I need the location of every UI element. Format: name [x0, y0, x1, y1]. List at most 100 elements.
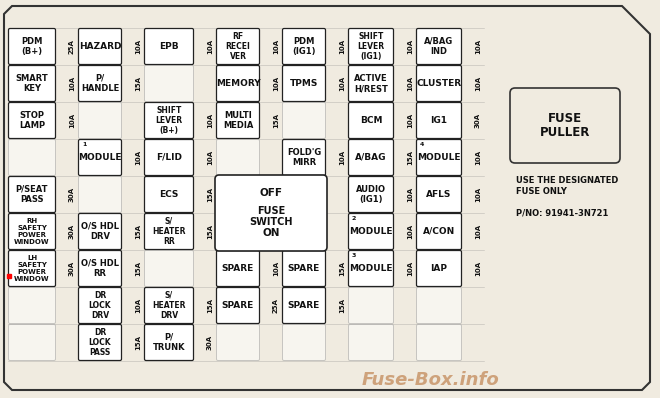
- FancyBboxPatch shape: [79, 250, 121, 287]
- Text: 3: 3: [352, 253, 356, 258]
- Text: 15A: 15A: [339, 261, 345, 276]
- Text: LH
SAFETY
POWER
WINDOW: LH SAFETY POWER WINDOW: [14, 256, 49, 282]
- FancyBboxPatch shape: [9, 250, 55, 287]
- Text: 15A: 15A: [207, 224, 213, 239]
- FancyBboxPatch shape: [79, 140, 121, 176]
- Text: BCM: BCM: [360, 116, 382, 125]
- FancyBboxPatch shape: [79, 287, 121, 324]
- Text: TPMS: TPMS: [290, 79, 318, 88]
- FancyBboxPatch shape: [9, 213, 55, 250]
- Text: P/
TRUNK: P/ TRUNK: [152, 333, 185, 352]
- Text: 25A: 25A: [69, 39, 75, 54]
- Text: EPB: EPB: [159, 42, 179, 51]
- Text: 10A: 10A: [273, 76, 279, 91]
- FancyBboxPatch shape: [282, 324, 325, 361]
- Text: 10A: 10A: [475, 39, 481, 54]
- FancyBboxPatch shape: [145, 287, 193, 324]
- Text: SPARE: SPARE: [222, 301, 254, 310]
- Text: MODULE: MODULE: [417, 153, 461, 162]
- Text: 10A: 10A: [69, 76, 75, 91]
- Text: FOLD'G
MIRR: FOLD'G MIRR: [287, 148, 321, 167]
- Text: 10A: 10A: [273, 261, 279, 276]
- FancyBboxPatch shape: [216, 324, 259, 361]
- Text: USE THE DESIGNATED: USE THE DESIGNATED: [516, 176, 618, 185]
- Text: 10A: 10A: [475, 187, 481, 202]
- Text: 10A: 10A: [69, 113, 75, 128]
- Text: 10A: 10A: [407, 224, 413, 239]
- Text: IAP: IAP: [430, 264, 447, 273]
- FancyBboxPatch shape: [348, 250, 393, 287]
- Text: RF
RECEI
VER: RF RECEI VER: [226, 32, 250, 61]
- Text: 10A: 10A: [339, 39, 345, 54]
- Text: PDM
(IG1): PDM (IG1): [292, 37, 315, 56]
- Text: 10A: 10A: [407, 76, 413, 91]
- Text: DR
LOCK
DRV: DR LOCK DRV: [88, 291, 112, 320]
- Text: S/
HEATER
DRV: S/ HEATER DRV: [152, 291, 185, 320]
- FancyBboxPatch shape: [416, 103, 461, 139]
- Text: 1: 1: [82, 142, 86, 147]
- FancyBboxPatch shape: [416, 66, 461, 101]
- FancyBboxPatch shape: [348, 29, 393, 64]
- Text: ECS: ECS: [159, 190, 179, 199]
- FancyBboxPatch shape: [348, 324, 393, 361]
- FancyBboxPatch shape: [79, 29, 121, 64]
- Text: CLUSTER: CLUSTER: [416, 79, 461, 88]
- FancyBboxPatch shape: [216, 287, 259, 324]
- Text: S/
HEATER
RR: S/ HEATER RR: [152, 217, 185, 246]
- Text: 15A: 15A: [135, 335, 141, 350]
- FancyBboxPatch shape: [79, 66, 121, 101]
- FancyBboxPatch shape: [348, 287, 393, 324]
- FancyBboxPatch shape: [416, 213, 461, 250]
- Text: 10A: 10A: [207, 150, 213, 165]
- Text: O/S HDL
DRV: O/S HDL DRV: [81, 222, 119, 241]
- Text: RH
SAFETY
POWER
WINDOW: RH SAFETY POWER WINDOW: [14, 219, 49, 245]
- Text: MODULE: MODULE: [79, 153, 121, 162]
- FancyBboxPatch shape: [416, 287, 461, 324]
- FancyBboxPatch shape: [145, 103, 193, 139]
- Text: HAZARD: HAZARD: [79, 42, 121, 51]
- FancyBboxPatch shape: [216, 250, 259, 287]
- FancyBboxPatch shape: [9, 176, 55, 213]
- FancyBboxPatch shape: [348, 140, 393, 176]
- Text: 10A: 10A: [407, 113, 413, 128]
- Text: 30A: 30A: [69, 187, 75, 202]
- Text: 30A: 30A: [69, 261, 75, 276]
- Text: ACTIVE
H/REST: ACTIVE H/REST: [354, 74, 388, 93]
- Text: 25A: 25A: [273, 298, 279, 313]
- Text: 15A: 15A: [207, 298, 213, 313]
- FancyBboxPatch shape: [348, 213, 393, 250]
- Text: 10A: 10A: [339, 150, 345, 165]
- Text: P/NO: 91941-3N721: P/NO: 91941-3N721: [516, 209, 609, 218]
- FancyBboxPatch shape: [79, 213, 121, 250]
- FancyBboxPatch shape: [416, 140, 461, 176]
- FancyBboxPatch shape: [145, 140, 193, 176]
- FancyBboxPatch shape: [282, 103, 325, 139]
- Text: SHIFT
LEVER
(B+): SHIFT LEVER (B+): [156, 106, 183, 135]
- FancyBboxPatch shape: [282, 250, 325, 287]
- Text: 10A: 10A: [207, 39, 213, 54]
- Text: AFLS: AFLS: [426, 190, 451, 199]
- Text: A/BAG: A/BAG: [355, 153, 387, 162]
- Text: 2: 2: [352, 216, 356, 221]
- FancyBboxPatch shape: [216, 29, 259, 64]
- FancyBboxPatch shape: [145, 66, 193, 101]
- FancyBboxPatch shape: [416, 324, 461, 361]
- Text: 10A: 10A: [407, 187, 413, 202]
- Text: 10A: 10A: [273, 39, 279, 54]
- Text: F/LID: F/LID: [156, 153, 182, 162]
- FancyBboxPatch shape: [9, 324, 55, 361]
- Text: P/SEAT
PASS: P/SEAT PASS: [16, 185, 48, 204]
- Text: Fuse-Box.info: Fuse-Box.info: [361, 371, 499, 389]
- FancyBboxPatch shape: [416, 29, 461, 64]
- FancyBboxPatch shape: [416, 176, 461, 213]
- FancyBboxPatch shape: [9, 287, 55, 324]
- FancyBboxPatch shape: [9, 140, 55, 176]
- Text: SPARE: SPARE: [288, 264, 320, 273]
- Text: O/S HDL
RR: O/S HDL RR: [81, 259, 119, 278]
- FancyBboxPatch shape: [79, 176, 121, 213]
- Text: 15A: 15A: [135, 261, 141, 276]
- Text: 10A: 10A: [407, 261, 413, 276]
- Text: MODULE: MODULE: [349, 227, 393, 236]
- Text: 15A: 15A: [339, 298, 345, 313]
- Text: A/BAG
IND: A/BAG IND: [424, 37, 453, 56]
